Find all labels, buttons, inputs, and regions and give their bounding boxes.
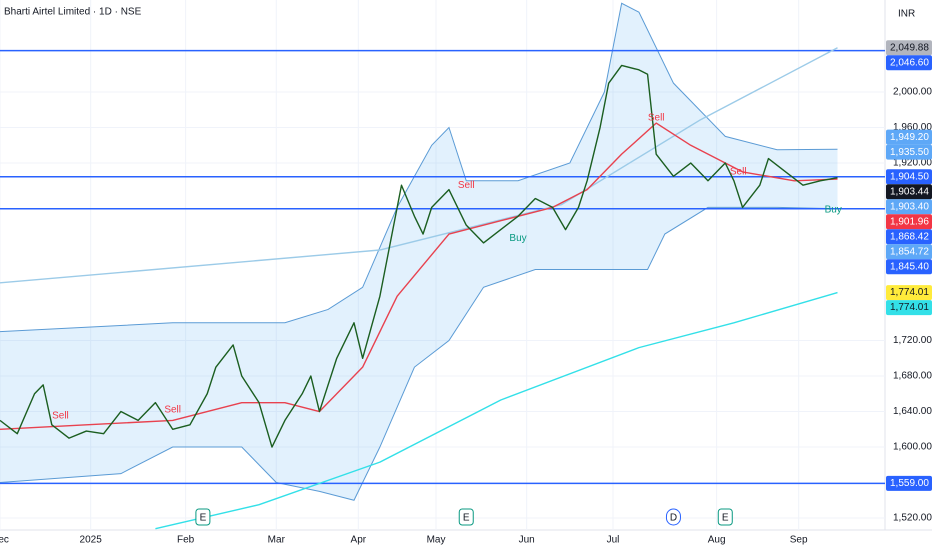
price-label: 1,949.20 [890,132,929,143]
price-label: 1,868.42 [890,231,929,242]
x-tick-label: Jul [607,535,620,546]
price-label-bg [886,55,932,71]
signal-label: Sell [164,404,181,415]
y-tick-label: 1,520.00 [893,513,932,524]
price-label: 1,854.72 [890,246,929,257]
band-area [0,3,838,501]
event-label: E [463,513,470,524]
band-lower [0,206,838,501]
price-label: 1,901.96 [890,216,929,227]
price-label-bg [886,244,932,260]
price-label-bg [886,40,932,56]
price-label: 1,935.50 [890,147,929,158]
chart-title: Bharti Airtel Limited · 1D · NSE [4,7,142,18]
series-line [0,47,838,284]
x-tick-label: Apr [351,535,367,546]
price-label-bg [886,129,932,145]
price-label: 2,049.88 [890,42,929,53]
y-tick-label: 1,680.00 [893,371,932,382]
x-tick-label: Feb [177,535,195,546]
signal-label: Buy [509,233,526,244]
price-label-bg [886,214,932,230]
price-label-bg [886,285,932,301]
currency: INR [898,9,915,20]
signal-label: Sell [730,167,747,178]
price-label: 1,845.40 [890,261,929,272]
x-tick-label: 2025 [80,535,103,546]
series-line [0,122,838,430]
price-label-bg [886,169,932,185]
price-label: 1,774.01 [890,302,929,313]
price-label: 1,903.44 [890,186,929,197]
price-label-bg [886,229,932,245]
x-tick-label: Dec [0,535,9,546]
x-tick-label: Aug [708,535,726,546]
event-badge [717,508,733,526]
price-label: 2,046.60 [890,57,929,68]
price-label: 1,904.50 [890,171,929,182]
band-upper [0,2,838,333]
price-label-bg [886,184,932,200]
price-label-bg [886,259,932,275]
price-label: 1,774.01 [890,287,929,298]
signal-label: Sell [52,411,69,422]
y-tick-label: 1,640.00 [893,406,932,417]
signal-label: Sell [458,180,475,191]
price-label-bg [886,144,932,160]
series-line [155,291,838,530]
event-label: E [722,513,729,524]
price-label-bg [886,300,932,316]
price-label: 1,903.40 [890,201,929,212]
event-label: D [670,513,677,524]
x-tick-label: Sep [790,535,808,546]
event-badge [195,508,211,526]
y-tick-label: 1,920.00 [893,158,932,169]
y-tick-label: 2,000.00 [893,87,932,98]
event-badge [458,508,474,526]
series-line [0,64,838,448]
event-badge [665,508,681,526]
y-tick-label: 1,600.00 [893,442,932,453]
x-tick-label: Jun [519,535,535,546]
y-tick-label: 1,720.00 [893,335,932,346]
signal-label: Sell [648,112,665,123]
event-label: E [200,513,207,524]
x-tick-label: May [427,535,446,546]
price-label-bg [886,199,932,215]
x-tick-label: Mar [268,535,286,546]
price-label: 1,559.00 [890,478,929,489]
signal-label: Buy [825,205,842,216]
y-tick-label: 1,960.00 [893,122,932,133]
price-label-bg [886,475,932,491]
